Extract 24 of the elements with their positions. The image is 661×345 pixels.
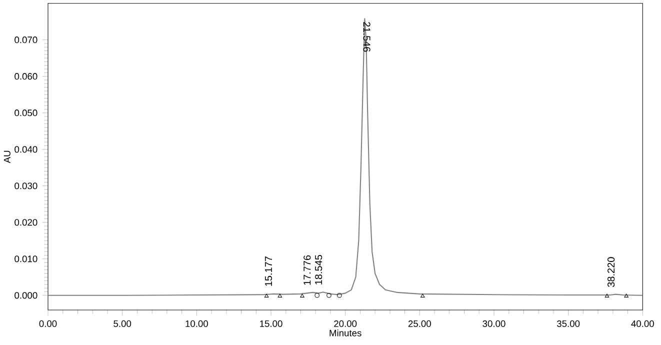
y-tick-label: 0.070: [14, 36, 38, 44]
x-axis-title: Minutes: [330, 329, 362, 336]
x-tick-label: 10.00: [186, 320, 208, 327]
y-tick-label: 0.030: [14, 182, 38, 190]
y-tick-label: 0.040: [14, 146, 38, 153]
x-tick-label: 25.00: [408, 320, 431, 327]
x-tick-label: 0.00: [39, 320, 57, 327]
x-tick-label: 15.00: [260, 320, 282, 327]
annotation: 15.177: [265, 256, 272, 286]
annotation: 38.220: [608, 257, 615, 287]
x-tick-label: 20.00: [334, 320, 357, 327]
y-tick-label: 0.010: [14, 256, 38, 262]
x-tick-label: 35.00: [557, 320, 580, 327]
x-tick-label: 40.00: [631, 320, 654, 327]
annotation: 17.776: [304, 255, 311, 285]
annotation: 18.545: [315, 255, 322, 284]
y-axis-title: AU: [4, 150, 10, 164]
x-tick-label: 5.00: [114, 320, 132, 327]
y-tick-label: 0.000: [14, 292, 38, 299]
y-tick-label: 0.050: [14, 110, 38, 116]
x-tick-label: 30.00: [482, 320, 506, 327]
annotation: 21.546: [363, 22, 370, 52]
y-tick-label: 0.060: [14, 73, 38, 80]
y-tick-label: 0.020: [14, 219, 38, 226]
